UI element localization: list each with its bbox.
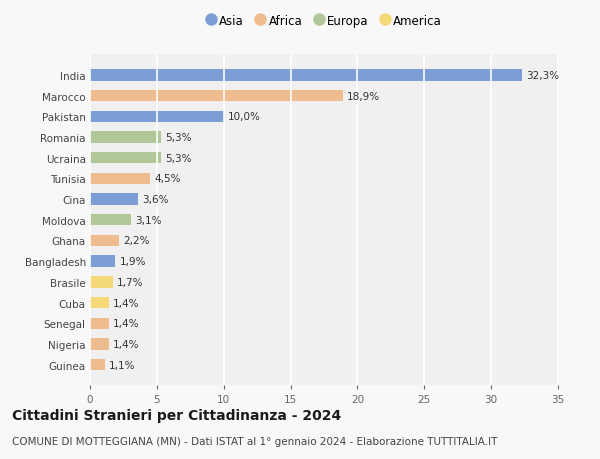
Bar: [90, 112, 224, 123]
Bar: [90, 339, 109, 350]
Legend: Asia, Africa, Europa, America: Asia, Africa, Europa, America: [206, 15, 442, 28]
Text: 3,1%: 3,1%: [136, 215, 162, 225]
Bar: [90, 153, 161, 164]
Bar: [90, 235, 119, 246]
Bar: [90, 318, 109, 329]
Text: COMUNE DI MOTTEGGIANA (MN) - Dati ISTAT al 1° gennaio 2024 - Elaborazione TUTTIT: COMUNE DI MOTTEGGIANA (MN) - Dati ISTAT …: [12, 436, 497, 446]
Text: 10,0%: 10,0%: [228, 112, 260, 122]
Bar: [90, 174, 150, 185]
Text: 32,3%: 32,3%: [526, 71, 559, 81]
Text: 5,3%: 5,3%: [165, 153, 191, 163]
Bar: [90, 277, 113, 288]
Text: 1,4%: 1,4%: [113, 339, 139, 349]
Bar: [90, 132, 161, 143]
Text: Cittadini Stranieri per Cittadinanza - 2024: Cittadini Stranieri per Cittadinanza - 2…: [12, 409, 341, 422]
Text: 5,3%: 5,3%: [165, 133, 191, 143]
Text: 18,9%: 18,9%: [347, 91, 380, 101]
Bar: [90, 194, 138, 205]
Bar: [90, 256, 115, 267]
Text: 3,6%: 3,6%: [142, 195, 169, 205]
Text: 1,1%: 1,1%: [109, 360, 135, 370]
Bar: [90, 70, 522, 81]
Text: 1,9%: 1,9%: [119, 257, 146, 267]
Bar: [90, 215, 131, 226]
Bar: [90, 359, 105, 370]
Text: 1,7%: 1,7%: [117, 277, 143, 287]
Text: 1,4%: 1,4%: [113, 298, 139, 308]
Text: 4,5%: 4,5%: [154, 174, 181, 184]
Bar: [90, 91, 343, 102]
Text: 1,4%: 1,4%: [113, 319, 139, 329]
Text: 2,2%: 2,2%: [124, 236, 150, 246]
Bar: [90, 297, 109, 308]
